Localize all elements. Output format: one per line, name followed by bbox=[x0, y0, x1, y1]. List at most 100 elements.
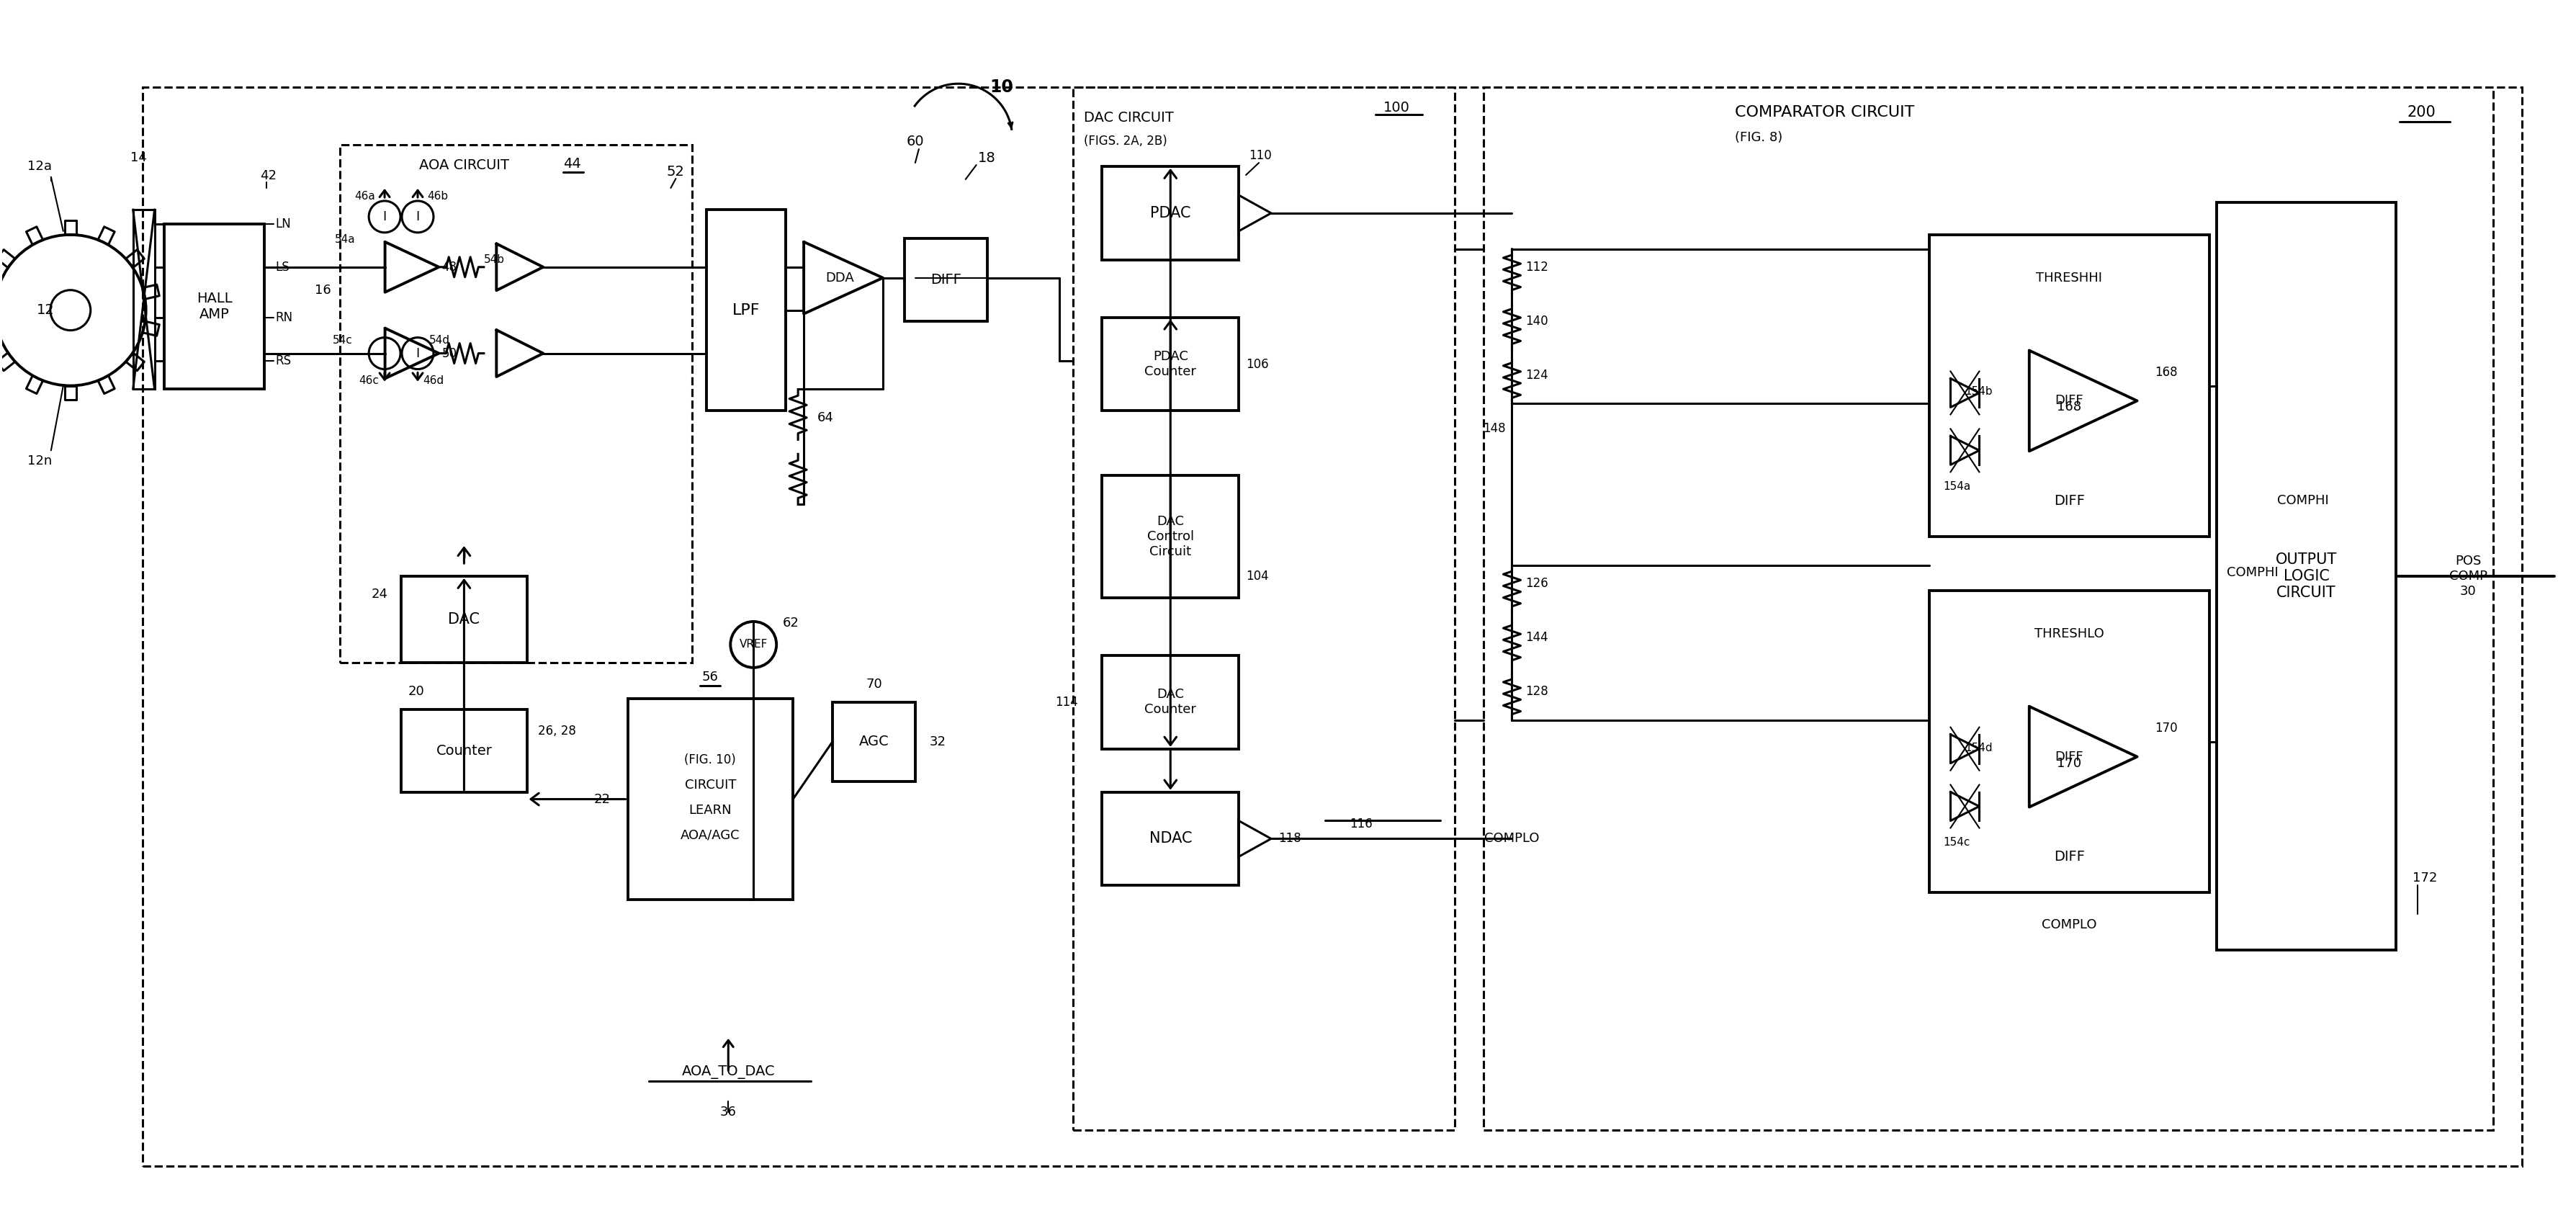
Text: 46c: 46c bbox=[358, 375, 379, 386]
Text: 36: 36 bbox=[721, 1105, 737, 1118]
Text: 18: 18 bbox=[979, 151, 997, 165]
Text: DIFF: DIFF bbox=[2056, 751, 2084, 763]
Text: DIFF: DIFF bbox=[930, 272, 961, 287]
Text: 154c: 154c bbox=[1942, 837, 1971, 847]
Text: COMPARATOR CIRCUIT: COMPARATOR CIRCUIT bbox=[1734, 105, 1914, 119]
Bar bbox=[1103, 476, 1239, 598]
Text: 46b: 46b bbox=[428, 192, 448, 202]
Text: COMPHI: COMPHI bbox=[2277, 494, 2329, 507]
Text: I: I bbox=[384, 347, 386, 360]
Text: RS: RS bbox=[276, 354, 291, 368]
Text: 10: 10 bbox=[989, 78, 1012, 96]
Bar bbox=[2215, 202, 2396, 951]
Text: COMPLO: COMPLO bbox=[2043, 918, 2097, 931]
Text: 100: 100 bbox=[1383, 100, 1409, 114]
Text: 104: 104 bbox=[1247, 570, 1270, 583]
Text: 54a: 54a bbox=[335, 234, 355, 245]
Text: PDAC: PDAC bbox=[1149, 206, 1190, 221]
Text: 148: 148 bbox=[1484, 423, 1504, 435]
Bar bbox=[142, 87, 2522, 1166]
Text: (FIGS. 2A, 2B): (FIGS. 2A, 2B) bbox=[1084, 135, 1167, 148]
Bar bbox=[1103, 792, 1239, 886]
Text: LN: LN bbox=[276, 217, 291, 230]
Bar bbox=[1103, 166, 1239, 260]
Text: RN: RN bbox=[276, 311, 294, 324]
Bar bbox=[904, 239, 987, 321]
Text: COMPHI: COMPHI bbox=[2226, 566, 2277, 580]
Text: HALL
AMP: HALL AMP bbox=[196, 292, 232, 322]
Text: I: I bbox=[461, 548, 466, 562]
Text: 114: 114 bbox=[1054, 695, 1077, 709]
Text: 54b: 54b bbox=[484, 254, 505, 265]
Text: 62: 62 bbox=[783, 617, 799, 629]
Text: 144: 144 bbox=[1525, 631, 1548, 643]
Text: 50: 50 bbox=[440, 347, 456, 360]
Text: 124: 124 bbox=[1525, 369, 1548, 382]
Bar bbox=[402, 576, 528, 663]
Text: AGC: AGC bbox=[858, 735, 889, 748]
Text: I: I bbox=[415, 210, 420, 223]
Text: VREF: VREF bbox=[739, 639, 768, 649]
Text: DAC: DAC bbox=[448, 612, 479, 627]
Text: DIFF: DIFF bbox=[2053, 494, 2084, 507]
Text: 44: 44 bbox=[564, 157, 580, 170]
Bar bbox=[1103, 317, 1239, 411]
Text: 12n: 12n bbox=[28, 454, 52, 468]
Bar bbox=[165, 224, 265, 389]
Text: DDA: DDA bbox=[824, 271, 855, 284]
Text: 168: 168 bbox=[2154, 365, 2177, 378]
Text: 24: 24 bbox=[371, 588, 389, 601]
Text: DIFF: DIFF bbox=[2053, 850, 2084, 864]
Text: DIFF: DIFF bbox=[2056, 394, 2084, 407]
Text: 110: 110 bbox=[1249, 149, 1273, 163]
Text: 20: 20 bbox=[410, 684, 425, 698]
Text: DAC
Counter: DAC Counter bbox=[1144, 688, 1195, 716]
Text: 42: 42 bbox=[260, 169, 276, 182]
Text: 116: 116 bbox=[1350, 818, 1373, 830]
Text: 46a: 46a bbox=[353, 192, 376, 202]
Text: 64: 64 bbox=[817, 412, 835, 424]
Bar bbox=[629, 699, 793, 900]
Bar bbox=[1074, 87, 1455, 1130]
Bar bbox=[1103, 656, 1239, 748]
Text: DAC CIRCUIT: DAC CIRCUIT bbox=[1084, 111, 1175, 124]
Text: AOA/AGC: AOA/AGC bbox=[680, 829, 739, 841]
Text: 140: 140 bbox=[1525, 315, 1548, 328]
Text: 106: 106 bbox=[1247, 358, 1270, 371]
Text: 56: 56 bbox=[703, 670, 719, 683]
Bar bbox=[1929, 590, 2210, 893]
Text: OUTPUT
LOGIC
CIRCUIT: OUTPUT LOGIC CIRCUIT bbox=[2275, 552, 2336, 600]
Text: 16: 16 bbox=[314, 283, 330, 296]
Text: 70: 70 bbox=[866, 677, 881, 690]
Text: 168: 168 bbox=[2056, 401, 2081, 413]
Text: I: I bbox=[415, 347, 420, 360]
Text: 118: 118 bbox=[1278, 833, 1301, 845]
Text: DAC
Control
Circuit: DAC Control Circuit bbox=[1146, 516, 1193, 558]
Bar bbox=[134, 210, 155, 389]
Text: 12a: 12a bbox=[28, 160, 52, 172]
Text: 12: 12 bbox=[36, 304, 54, 317]
Text: POS
COMP
30: POS COMP 30 bbox=[2450, 554, 2488, 598]
Text: 32: 32 bbox=[930, 735, 945, 748]
Text: (FIG. 10): (FIG. 10) bbox=[685, 753, 737, 766]
Text: NDAC: NDAC bbox=[1149, 831, 1193, 846]
Text: LPF: LPF bbox=[732, 302, 760, 317]
Text: THRESHHI: THRESHHI bbox=[2035, 271, 2102, 284]
Text: AOA_TO_DAC: AOA_TO_DAC bbox=[683, 1065, 775, 1080]
Text: 170: 170 bbox=[2154, 722, 2177, 735]
Text: 14: 14 bbox=[131, 152, 147, 164]
Text: AOA CIRCUIT: AOA CIRCUIT bbox=[420, 158, 510, 172]
Text: 154b: 154b bbox=[1965, 387, 1994, 398]
Text: LEARN: LEARN bbox=[688, 804, 732, 817]
Text: 48: 48 bbox=[440, 260, 456, 274]
Text: I: I bbox=[384, 210, 386, 223]
Text: 126: 126 bbox=[1525, 577, 1548, 590]
Text: 22: 22 bbox=[595, 793, 611, 806]
Text: CIRCUIT: CIRCUIT bbox=[685, 778, 737, 792]
Text: COMPLO: COMPLO bbox=[1484, 833, 1540, 845]
Text: 170: 170 bbox=[2056, 757, 2081, 770]
Text: PDAC
Counter: PDAC Counter bbox=[1144, 351, 1195, 378]
Bar bbox=[832, 703, 914, 781]
Text: LS: LS bbox=[276, 260, 289, 274]
Bar bbox=[340, 145, 693, 663]
